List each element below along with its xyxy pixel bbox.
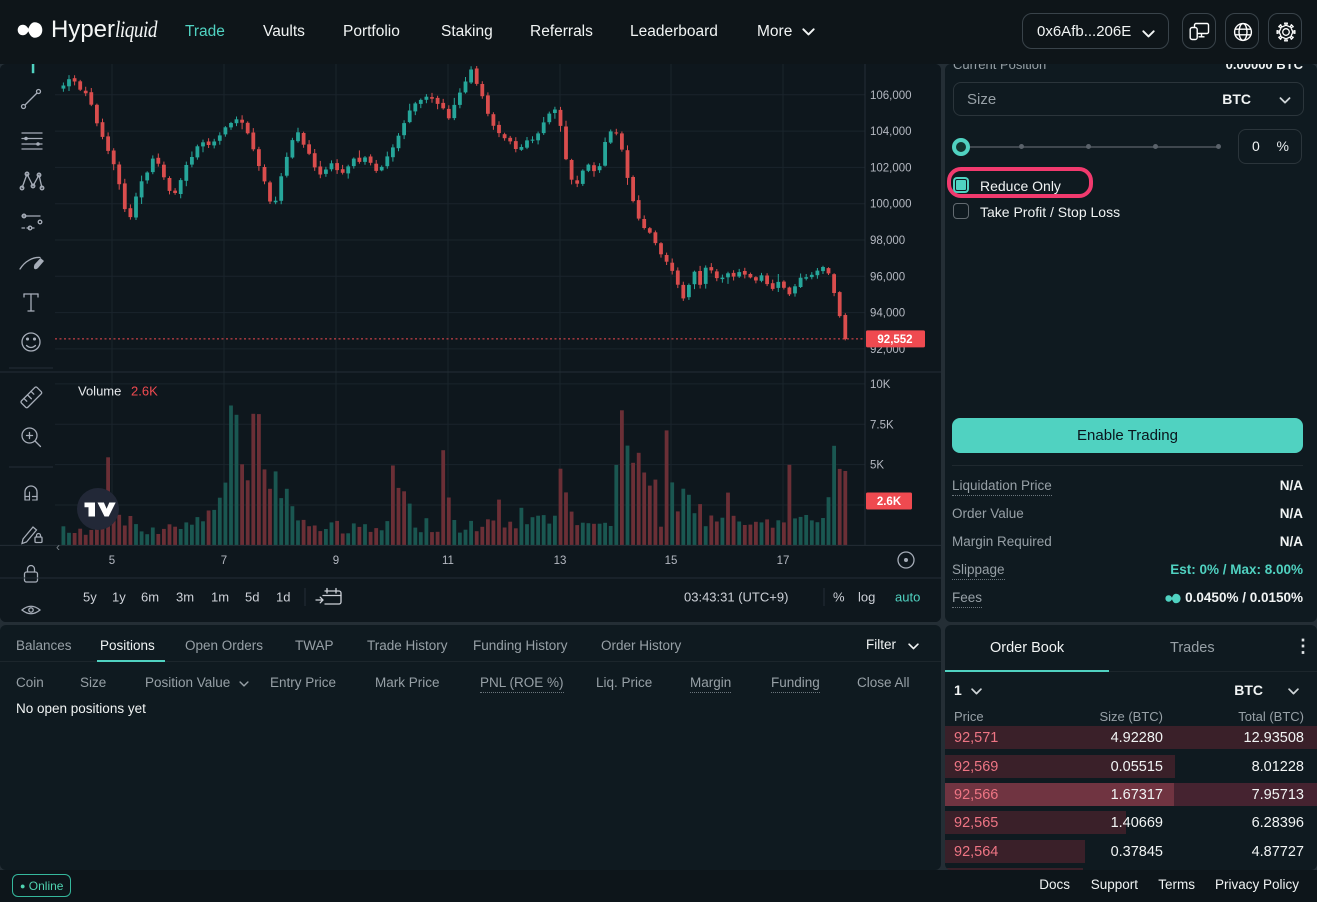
svg-text:5: 5 — [109, 555, 115, 567]
svg-text:%: % — [833, 590, 845, 605]
svg-text:3m: 3m — [176, 590, 194, 605]
svg-text:10K: 10K — [870, 379, 891, 391]
svg-text:2.6K: 2.6K — [877, 496, 902, 508]
svg-text:96,000: 96,000 — [870, 271, 905, 283]
svg-text:5d: 5d — [245, 590, 259, 605]
svg-text:102,000: 102,000 — [870, 162, 912, 174]
svg-text:auto: auto — [895, 590, 920, 605]
svg-text:17: 17 — [777, 555, 790, 567]
svg-text:log: log — [858, 590, 875, 605]
svg-text:5K: 5K — [870, 460, 884, 472]
svg-text:92,552: 92,552 — [877, 334, 912, 346]
svg-text:5y: 5y — [83, 590, 97, 605]
svg-text:9: 9 — [333, 555, 339, 567]
svg-text:7: 7 — [221, 555, 227, 567]
svg-text:15: 15 — [665, 555, 678, 567]
svg-text:100,000: 100,000 — [870, 199, 912, 211]
svg-text:7.5K: 7.5K — [870, 419, 894, 431]
svg-text:94,000: 94,000 — [870, 308, 905, 320]
svg-text:1d: 1d — [276, 590, 290, 605]
svg-text:104,000: 104,000 — [870, 126, 912, 138]
svg-text:11: 11 — [442, 555, 454, 567]
svg-text:2.6K: 2.6K — [131, 384, 158, 399]
svg-text:1m: 1m — [211, 590, 229, 605]
svg-text:Volume: Volume — [78, 384, 121, 399]
svg-text:13: 13 — [554, 555, 567, 567]
svg-text:1y: 1y — [112, 590, 126, 605]
svg-text:106,000: 106,000 — [870, 90, 912, 102]
svg-text:98,000: 98,000 — [870, 235, 905, 247]
svg-text:03:43:31 (UTC+9): 03:43:31 (UTC+9) — [684, 590, 788, 605]
svg-text:6m: 6m — [141, 590, 159, 605]
svg-text:‹: ‹ — [56, 540, 60, 554]
